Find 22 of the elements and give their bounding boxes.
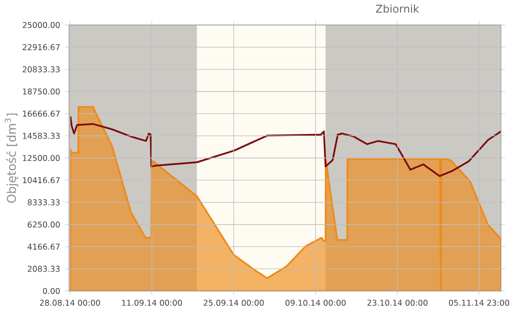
y-axis-title: Objętość [dm$^{3}$] xyxy=(4,114,18,203)
y-tick-label: 18750.00 xyxy=(22,88,60,95)
y-tick-label: 12500.00 xyxy=(22,154,60,162)
x-tick-label: 05.11.14 23:00 xyxy=(448,300,510,306)
x-tick-label: 23.10.14 00:00 xyxy=(367,300,428,306)
chart-title: Zbiornik xyxy=(376,4,420,13)
y-tick-label: 20833.33 xyxy=(22,66,60,72)
y-tick-label: 0.00 xyxy=(43,288,60,294)
y-tick-label: 10416.67 xyxy=(22,177,60,184)
x-tick-label: 28.08.14 00:00 xyxy=(40,300,100,306)
y-tick-label: 16666.67 xyxy=(22,110,60,117)
y-tick-label: 6250.00 xyxy=(28,221,60,228)
line-series xyxy=(70,116,502,177)
x-tick-label: 09.10.14 00:00 xyxy=(285,300,346,306)
y-tick-label: 2083.33 xyxy=(28,266,60,272)
x-tick-label: 25.09.14 00:00 xyxy=(204,300,264,306)
y-tick-label: 25000.00 xyxy=(22,22,60,28)
y-tick-label: 4166.67 xyxy=(28,244,60,250)
x-tick-label: 11.09.14 00:00 xyxy=(122,300,182,306)
y-tick-label: 8333.33 xyxy=(28,199,60,206)
y-tick-label: 22916.67 xyxy=(22,44,60,50)
y-tick-label: 14583.33 xyxy=(22,132,60,139)
